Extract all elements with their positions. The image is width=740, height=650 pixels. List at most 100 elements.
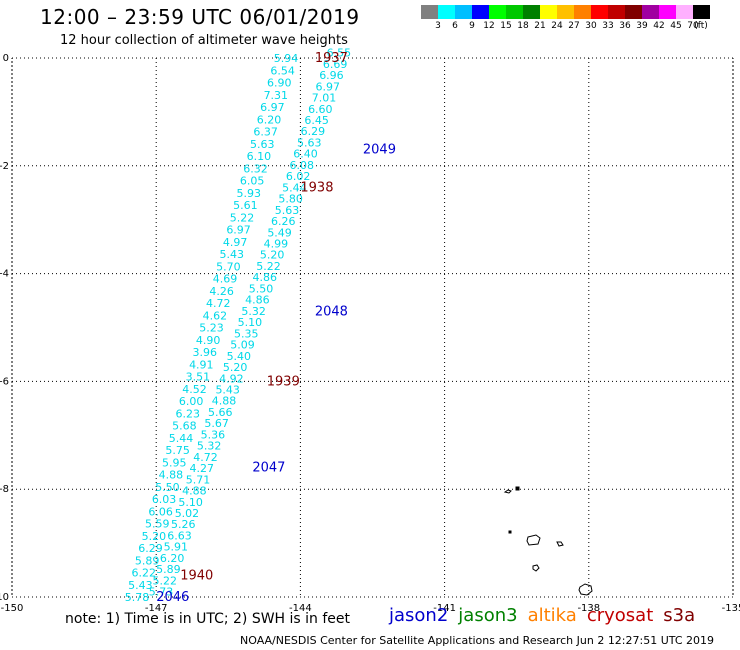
wave-height-value: 5.73 — [149, 586, 174, 599]
wave-height-value: 6.00 — [179, 395, 204, 408]
wave-height-value: 4.72 — [193, 451, 218, 464]
wave-height-value: 5.35 — [234, 327, 259, 340]
wave-height-value: 5.89 — [135, 554, 160, 567]
wave-height-legend — [421, 5, 710, 19]
island — [578, 583, 593, 596]
wave-height-value: 4.52 — [182, 383, 207, 396]
pass-time-label: 1940 — [180, 568, 213, 583]
legend-swatch — [608, 5, 625, 19]
legend-label: 3 — [435, 21, 441, 31]
credit-text: NOAA/NESDIS Center for Satellite Applica… — [240, 634, 715, 647]
wave-height-value: 4.69 — [213, 273, 238, 286]
track-times: 1937 2049 1938 2048 1939 2047 1940 2046 — [156, 51, 396, 605]
wave-height-value: 5.20 — [223, 361, 248, 374]
wave-height-value: 5.43 — [128, 579, 153, 592]
legend-swatch — [642, 5, 659, 19]
wave-height-value: 6.10 — [247, 150, 272, 163]
wave-height-value: 6.90 — [267, 77, 292, 90]
wave-height-value: 5.59 — [145, 518, 170, 531]
legend-swatch — [574, 5, 591, 19]
wave-height-value: 6.37 — [253, 126, 278, 139]
wave-height-value: 6.45 — [304, 114, 329, 127]
wave-height-value: 4.91 — [189, 358, 214, 371]
wave-height-value: 5.20 — [142, 530, 167, 543]
legend-swatch — [523, 5, 540, 19]
island — [508, 530, 512, 534]
wave-height-value: 5.66 — [208, 406, 233, 419]
wave-height-value: 4.72 — [206, 297, 231, 310]
island — [556, 541, 564, 547]
wave-height-value: 5.09 — [230, 339, 255, 352]
wave-height-value: 6.05 — [240, 175, 265, 188]
wave-height-value: 6.06 — [148, 505, 173, 518]
wave-height-value: 3.96 — [192, 346, 217, 359]
pass-time-label: 1938 — [300, 180, 333, 195]
wave-height-value: 4.99 — [264, 238, 289, 251]
legend-label: 39 — [636, 21, 648, 31]
pass-time-label: 1939 — [267, 374, 300, 389]
satellite-legend: jason2 jason3 altika cryosat s3a — [389, 605, 695, 626]
wave-height-value: 5.36 — [201, 428, 226, 441]
legend-label: 24 — [551, 21, 563, 31]
pass-time-label: 1937 — [315, 51, 348, 66]
wave-height-value: 4.62 — [203, 309, 228, 322]
island-outlines — [503, 486, 593, 596]
legend-swatch — [438, 5, 455, 19]
pass-time-label: 2046 — [156, 590, 189, 605]
wave-height-value: 6.97 — [260, 101, 285, 114]
wave-height-value: 5.44 — [282, 181, 307, 194]
wave-height-value: 5.10 — [178, 496, 203, 509]
wave-height-value: 5.43 — [220, 248, 245, 261]
wave-height-value: 5.89 — [156, 563, 181, 576]
legend-label: 45 — [670, 21, 682, 31]
wave-height-value: 6.63 — [167, 529, 192, 542]
wave-height-value: 5.32 — [241, 305, 266, 318]
legend-label: 30 — [585, 21, 597, 31]
legend-swatch — [659, 5, 676, 19]
legend-label: 36 — [619, 21, 631, 31]
wave-height-value: 5.78 — [125, 591, 150, 604]
wave-height-value: 6.23 — [176, 407, 201, 420]
wave-height-value: 6.40 — [293, 148, 318, 161]
wave-height-value: 4.92 — [219, 372, 244, 385]
legend-swatch — [540, 5, 557, 19]
lon-tick-label: -150 — [1, 603, 24, 614]
legend-label: 42 — [653, 21, 665, 31]
wave-height-value: 4.27 — [190, 462, 215, 475]
wave-height-value: 5.22 — [230, 211, 255, 224]
wave-height-value: 5.22 — [256, 260, 281, 273]
wave-height-value: 5.23 — [199, 322, 224, 335]
lat-tick-label: -6 — [0, 376, 9, 387]
wave-height-value: 6.20 — [257, 113, 282, 126]
wave-height-value: 7.31 — [264, 89, 289, 102]
wave-height-value: 6.97 — [226, 224, 251, 237]
lon-tick-label: -135 — [722, 603, 740, 614]
wave-height-value: 5.32 — [197, 440, 222, 453]
wave-height-value: 5.02 — [175, 507, 200, 520]
wave-height-value: 4.86 — [245, 294, 270, 307]
satellite-name: cryosat — [586, 605, 654, 626]
legend-swatch — [506, 5, 523, 19]
wave-height-value: 4.90 — [196, 334, 221, 347]
island — [515, 486, 520, 491]
wave-height-value: 5.70 — [216, 260, 241, 273]
wave-height-value: 3.51 — [186, 371, 211, 384]
wave-height-value: 6.96 — [319, 69, 344, 82]
legend-swatch — [455, 5, 472, 19]
wave-height-value: 5.75 — [165, 444, 190, 457]
wave-height-value: 4.26 — [209, 285, 234, 298]
legend-swatch — [591, 5, 608, 19]
satellite-name: jason3 — [458, 605, 518, 626]
wave-height-value: 5.80 — [278, 193, 303, 206]
satellite-name: altika — [527, 605, 577, 626]
wave-height-value: 6.69 — [323, 58, 348, 71]
legend-swatch — [472, 5, 489, 19]
lat-tick-label: -2 — [0, 161, 9, 172]
satellite-name: jason2 — [389, 605, 449, 626]
wave-height-value: 6.54 — [270, 64, 295, 77]
note-text: note: 1) Time is in UTC; 2) SWH is in fe… — [65, 611, 351, 627]
wave-height-value: 5.43 — [215, 383, 240, 396]
legend-label: 70 — [687, 21, 699, 31]
lon-tick-label: -144 — [289, 603, 312, 614]
wave-height-value: 6.08 — [290, 159, 315, 172]
